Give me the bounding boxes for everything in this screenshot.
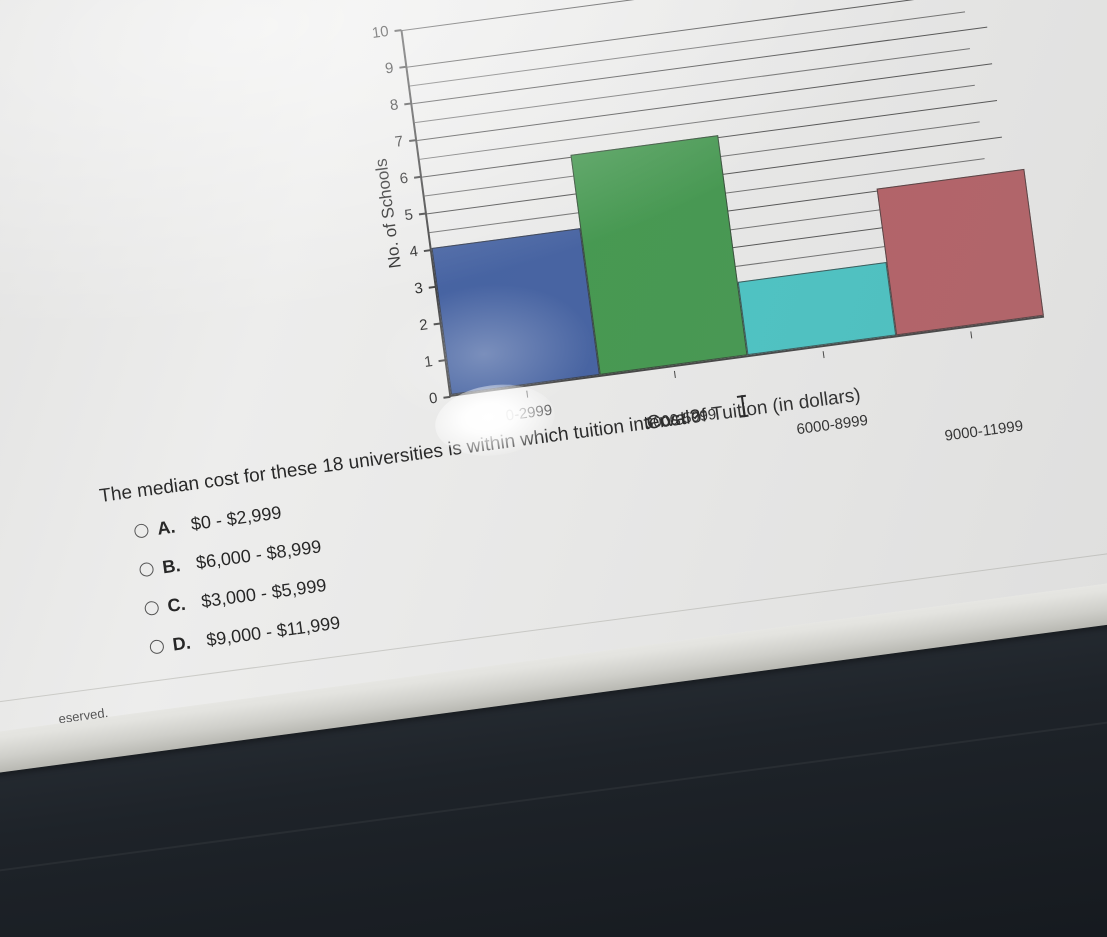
bar-0-2999 bbox=[431, 228, 600, 395]
y-tick-label: 7 bbox=[393, 132, 405, 151]
option-text: $3,000 - $5,999 bbox=[199, 574, 328, 612]
bar-3000-5999 bbox=[569, 135, 748, 375]
option-letter: A. bbox=[155, 516, 177, 539]
option-letter: B. bbox=[161, 555, 182, 578]
bar-9000-11999 bbox=[876, 168, 1044, 336]
radio-button-icon[interactable] bbox=[143, 600, 160, 617]
option-text: $6,000 - $8,999 bbox=[194, 536, 323, 573]
option-letter: D. bbox=[171, 632, 192, 655]
y-tick-label: 0 bbox=[428, 389, 439, 408]
y-tick-label: 8 bbox=[388, 96, 400, 115]
y-tick-label: 3 bbox=[413, 279, 424, 298]
plot-area: 0 1 2 3 4 5 6 7 8 9 10 No. of Schools 0-2999 3000-5… bbox=[371, 0, 1045, 445]
radio-button-icon[interactable] bbox=[133, 523, 150, 539]
option-letter: C. bbox=[166, 593, 187, 616]
y-tick-label: 2 bbox=[418, 316, 429, 335]
radio-button-icon[interactable] bbox=[138, 561, 155, 578]
option-text: $9,000 - $11,999 bbox=[205, 612, 342, 651]
radio-button-icon[interactable] bbox=[149, 638, 165, 655]
y-tick-label: 9 bbox=[384, 59, 395, 78]
y-tick-mark bbox=[443, 395, 451, 399]
y-tick-label: 1 bbox=[423, 352, 434, 371]
bar-6000-8999 bbox=[737, 262, 896, 356]
option-text: $0 - $2,999 bbox=[189, 502, 283, 535]
y-tick-label: 10 bbox=[370, 22, 390, 42]
